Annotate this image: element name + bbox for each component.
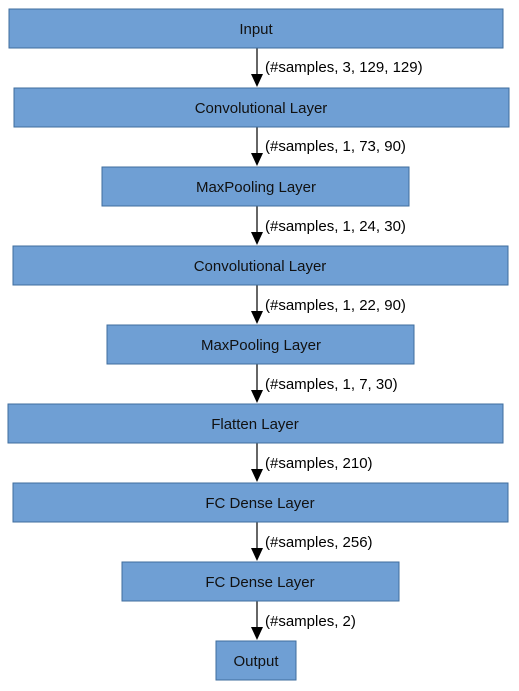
node-pool1: MaxPooling Layer xyxy=(102,167,409,206)
edge-label: (#samples, 1, 7, 30) xyxy=(265,376,398,393)
edge-pool2-flatten: (#samples, 1, 7, 30) xyxy=(251,364,398,403)
edge-label: (#samples, 256) xyxy=(265,534,373,551)
node-label: MaxPooling Layer xyxy=(196,179,316,196)
node-conv2: Convolutional Layer xyxy=(13,246,508,285)
node-output: Output xyxy=(216,641,296,680)
edge-pool1-conv2: (#samples, 1, 24, 30) xyxy=(251,206,406,245)
edge-dense2-output: (#samples, 2) xyxy=(251,601,356,640)
node-pool2: MaxPooling Layer xyxy=(107,325,414,364)
node-label: Convolutional Layer xyxy=(194,258,327,275)
node-label: FC Dense Layer xyxy=(205,495,314,512)
edge-label: (#samples, 1, 73, 90) xyxy=(265,138,406,155)
node-label: Input xyxy=(239,21,273,38)
node-dense1: FC Dense Layer xyxy=(13,483,508,522)
edge-dense1-dense2: (#samples, 256) xyxy=(251,522,373,561)
node-label: MaxPooling Layer xyxy=(201,337,321,354)
node-conv1: Convolutional Layer xyxy=(14,88,509,127)
node-input: Input xyxy=(9,9,503,48)
edge-input-conv1: (#samples, 3, 129, 129) xyxy=(251,48,423,87)
edge-label: (#samples, 2) xyxy=(265,613,356,630)
edge-label: (#samples, 3, 129, 129) xyxy=(265,59,423,76)
node-label: FC Dense Layer xyxy=(205,574,314,591)
edge-label: (#samples, 1, 24, 30) xyxy=(265,218,406,235)
node-dense2: FC Dense Layer xyxy=(122,562,399,601)
edge-label: (#samples, 1, 22, 90) xyxy=(265,297,406,314)
edge-label: (#samples, 210) xyxy=(265,455,373,472)
node-label: Output xyxy=(233,653,279,670)
node-label: Convolutional Layer xyxy=(195,100,328,117)
edge-conv1-pool1: (#samples, 1, 73, 90) xyxy=(251,127,406,166)
node-label: Flatten Layer xyxy=(211,416,299,433)
node-flatten: Flatten Layer xyxy=(8,404,503,443)
edge-conv2-pool2: (#samples, 1, 22, 90) xyxy=(251,285,406,324)
edge-flatten-dense1: (#samples, 210) xyxy=(251,443,373,482)
